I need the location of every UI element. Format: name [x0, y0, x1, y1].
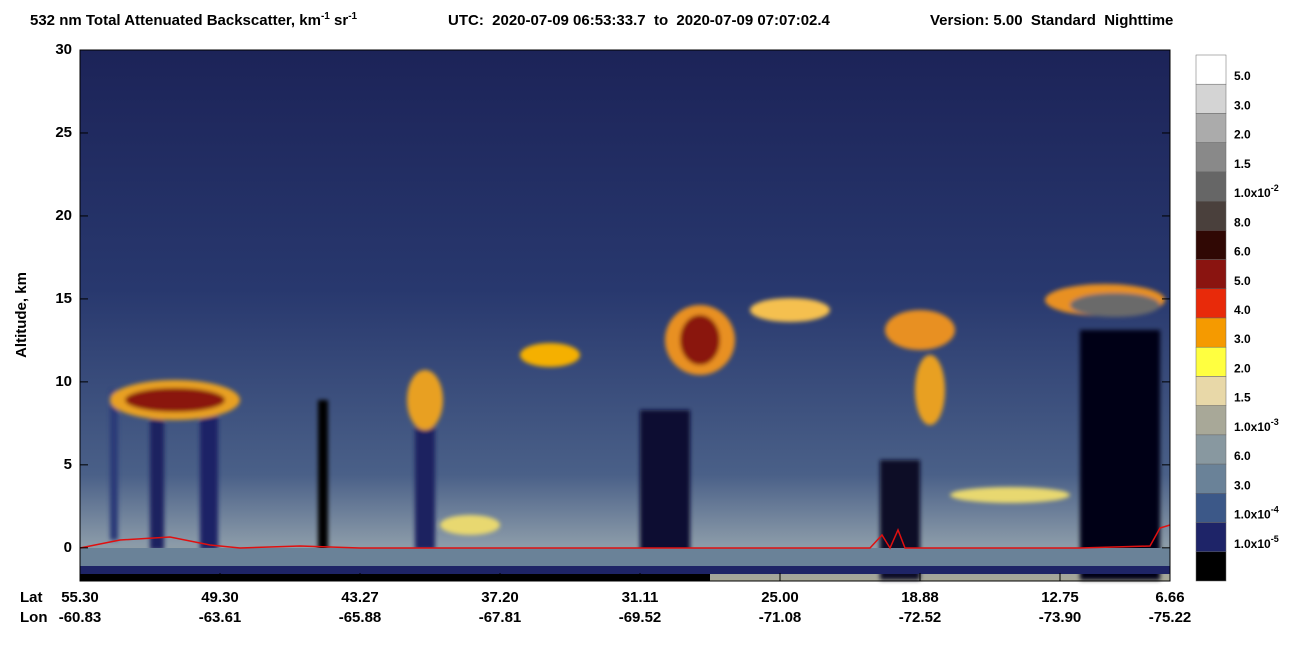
- x-tick-label: -69.52: [619, 609, 662, 626]
- x-tick-label: 25.00: [761, 589, 799, 606]
- x-tick-label: 43.27: [341, 589, 379, 606]
- colorbar-swatch: [1195, 376, 1227, 406]
- colorbar-label: 5.0: [1234, 274, 1251, 288]
- colorbar-label-text: 5.0: [1234, 274, 1251, 288]
- x-tick-label: -75.22: [1149, 609, 1192, 626]
- x-row-label: Lon: [20, 609, 48, 626]
- colorbar-swatch: [1195, 200, 1227, 231]
- version: Version: 5.00 Standard Nighttime: [930, 12, 1173, 29]
- colorbar-label-text: 5.0: [1234, 69, 1251, 83]
- colorbar-swatch: [1195, 113, 1227, 143]
- chart-title: 532 nm Total Attenuated Backscatter, km-…: [30, 11, 358, 29]
- colorbar-label-text: 1.5: [1234, 157, 1251, 171]
- plot-frame: [79, 49, 1171, 582]
- colorbar-label-text: 2.0: [1234, 128, 1251, 142]
- colorbar-swatch: [1195, 405, 1227, 436]
- y-tick-label: 25: [55, 124, 72, 141]
- backscatter-image: [79, 50, 1171, 581]
- y-tick-label: 0: [64, 539, 72, 556]
- colorbar-label-text: 3.0: [1234, 332, 1251, 346]
- colorbar-swatch: [1195, 493, 1227, 523]
- colorbar-label: 1.0x10-5: [1234, 534, 1279, 551]
- x-tick-label: 18.88: [901, 589, 939, 606]
- time-range: UTC: 2020-07-09 06:53:33.7 to 2020-07-09…: [448, 12, 831, 29]
- colorbar-swatch: [1195, 83, 1227, 114]
- colorbar-label: 2.0: [1234, 128, 1251, 142]
- colorbar-swatch: [1195, 551, 1227, 582]
- x-tick-label: -72.52: [899, 609, 942, 626]
- colorbar-label: 1.0x10-3: [1234, 417, 1279, 434]
- x-tick-label: 37.20: [481, 589, 519, 606]
- colorbar-label: 8.0: [1234, 216, 1251, 230]
- x-tick-label: 31.11: [622, 589, 659, 606]
- surface-elevation: [79, 524, 1171, 550]
- colorbar-label-exponent: -2: [1271, 183, 1279, 193]
- colorbar-label-text: 2.0: [1234, 362, 1251, 376]
- y-tick-label: 30: [55, 41, 72, 58]
- colorbar-label: 1.0x10-4: [1234, 505, 1279, 522]
- colorbar-label-text: 1.0x10: [1234, 537, 1271, 551]
- colorbar-label-text: 1.0x10: [1234, 420, 1271, 434]
- colorbar-label: 5.0: [1234, 69, 1251, 83]
- colorbar-label: 3.0: [1234, 332, 1251, 346]
- y-tick-label: 15: [55, 290, 72, 307]
- x-tick-label: -67.81: [479, 609, 522, 626]
- colorbar-label: 1.5: [1234, 391, 1251, 405]
- colorbar-label-text: 3.0: [1234, 479, 1251, 493]
- colorbar-swatch: [1195, 171, 1227, 202]
- colorbar-label-text: 1.5: [1234, 391, 1251, 405]
- colorbar-label-text: 6.0: [1234, 449, 1251, 463]
- colorbar-swatch: [1195, 288, 1227, 319]
- colorbar-label: 3.0: [1234, 99, 1251, 113]
- title-exponent: -1: [321, 11, 330, 22]
- colorbar-label: 6.0: [1234, 449, 1251, 463]
- colorbar-swatch: [1195, 463, 1227, 494]
- subsurface: [80, 566, 1170, 574]
- title-text: sr: [330, 12, 349, 29]
- colorbar-label: 6.0: [1234, 245, 1251, 259]
- y-tick-label: 20: [55, 207, 72, 224]
- title-exponent: -1: [348, 11, 357, 22]
- colorbar-swatch: [1195, 54, 1227, 85]
- x-tick-label: 55.30: [61, 589, 99, 606]
- colorbar-swatch: [1195, 259, 1227, 290]
- x-row-label: Lat: [20, 589, 43, 606]
- y-tick-label: 10: [55, 373, 72, 390]
- colorbar-label-exponent: -3: [1271, 417, 1279, 427]
- colorbar-label: 3.0: [1234, 479, 1251, 493]
- x-tick-label: -73.90: [1039, 609, 1082, 626]
- x-tick-label: -65.88: [339, 609, 382, 626]
- surface: [80, 548, 1170, 566]
- colorbar-swatch: [1195, 346, 1227, 377]
- subsurface: [80, 574, 710, 581]
- colorbar-label-exponent: -5: [1271, 534, 1279, 544]
- x-tick-label: -60.83: [59, 609, 102, 626]
- colorbar-label-text: 4.0: [1234, 303, 1251, 317]
- x-tick-label: -63.61: [199, 609, 242, 626]
- x-tick-label: -71.08: [759, 609, 802, 626]
- y-tick-label: 5: [64, 456, 72, 473]
- x-tick-label: 49.30: [201, 589, 239, 606]
- colorbar-label-text: 8.0: [1234, 216, 1251, 230]
- y-axis-label: Altitude, km: [13, 272, 30, 358]
- x-tick-label: 6.66: [1155, 589, 1184, 606]
- colorbar-label-text: 6.0: [1234, 245, 1251, 259]
- colorbar-label-text: 3.0: [1234, 99, 1251, 113]
- colorbar-swatch: [1195, 434, 1227, 465]
- colorbar-label: 1.0x10-2: [1234, 183, 1279, 200]
- colorbar-swatch: [1195, 317, 1227, 348]
- colorbar-label: 4.0: [1234, 303, 1251, 317]
- colorbar-label: 1.5: [1234, 157, 1251, 171]
- colorbar-swatch: [1195, 230, 1227, 260]
- colorbar-label-exponent: -4: [1271, 505, 1279, 515]
- colorbar-swatch: [1195, 522, 1227, 553]
- colorbar-label-text: 1.0x10: [1234, 186, 1271, 200]
- x-tick-label: 12.75: [1041, 589, 1079, 606]
- title-text: 532 nm Total Attenuated Backscatter, km: [30, 12, 321, 29]
- colorbar-swatch: [1195, 142, 1227, 173]
- colorbar-label: 2.0: [1234, 362, 1251, 376]
- colorbar-label-text: 1.0x10: [1234, 508, 1271, 522]
